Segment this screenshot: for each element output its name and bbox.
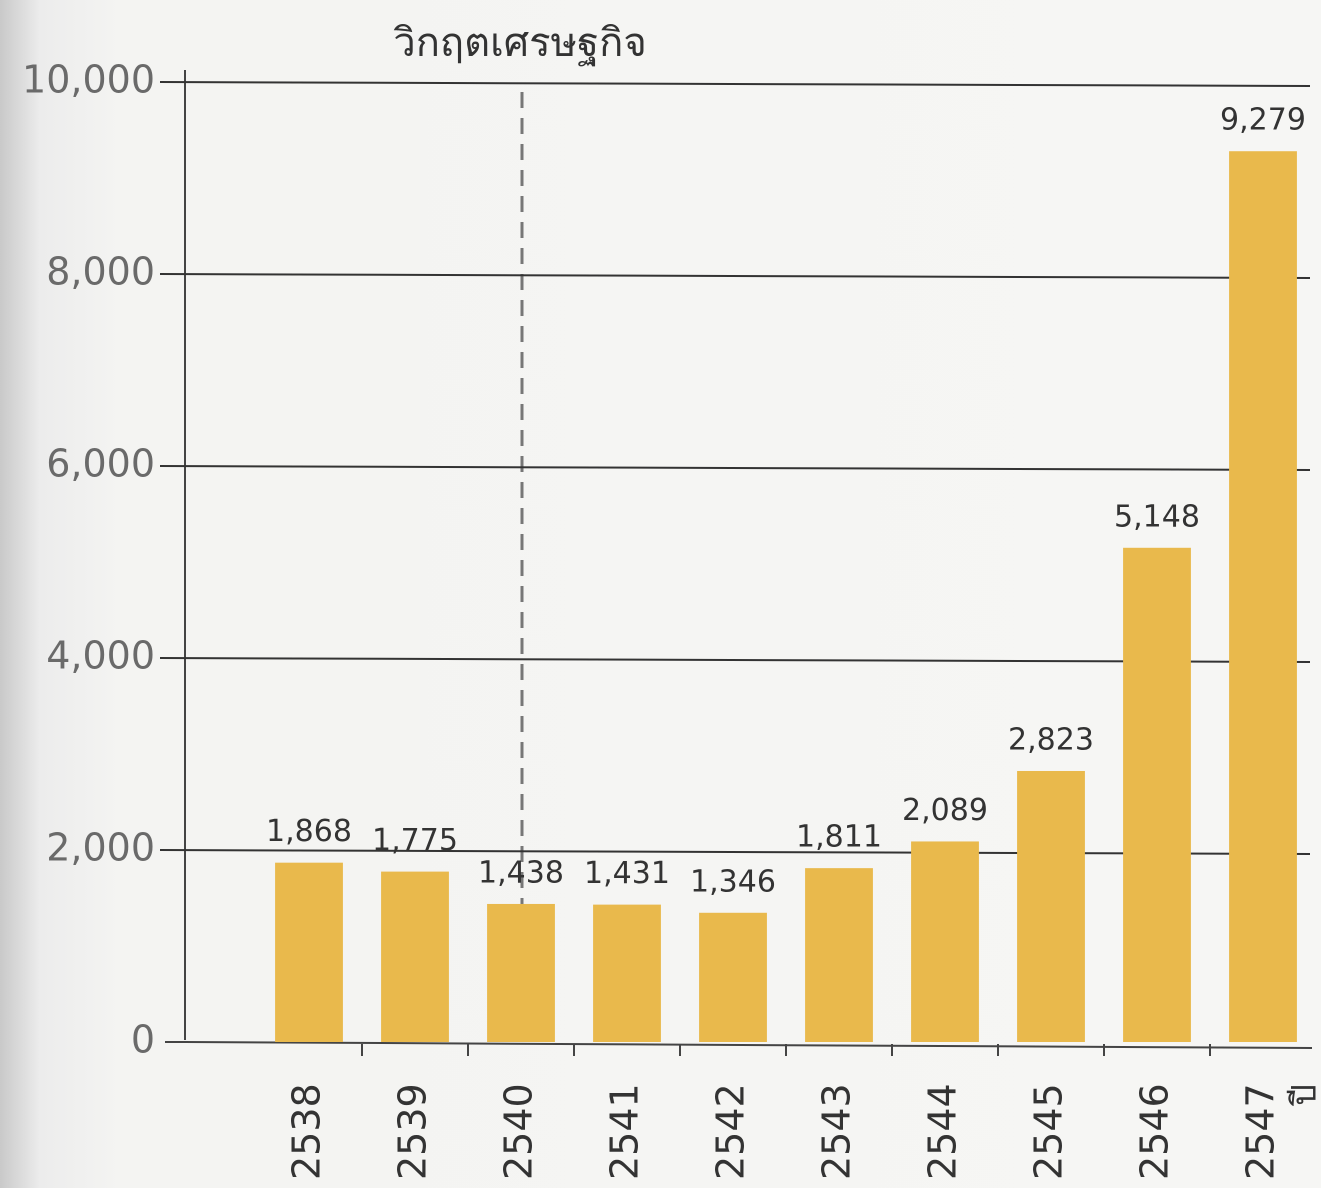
x-tick-label: 2538 xyxy=(285,1083,329,1180)
bar xyxy=(381,871,449,1042)
y-tick-label: 0 xyxy=(131,1018,155,1062)
value-label: 2,089 xyxy=(902,793,988,828)
x-tick-label: 2540 xyxy=(497,1083,541,1180)
bar xyxy=(1017,770,1085,1042)
annotation: วิกฤตเศรษฐกิจ xyxy=(393,20,647,67)
bar xyxy=(593,904,661,1042)
value-label: 1,868 xyxy=(266,814,352,849)
bar xyxy=(487,903,555,1042)
x-tick-label: 2541 xyxy=(603,1083,647,1180)
bar xyxy=(699,912,767,1042)
x-tick-label: 2539 xyxy=(391,1083,435,1180)
x-tick-label: 2546 xyxy=(1133,1083,1177,1180)
y-tick-label: 6,000 xyxy=(46,442,155,486)
value-label: 1,438 xyxy=(478,855,564,890)
value-label: 5,148 xyxy=(1114,499,1200,534)
bar xyxy=(805,868,873,1042)
x-tick-label: 2542 xyxy=(709,1083,753,1180)
x-axis-label: ปี xyxy=(1285,1084,1321,1106)
value-label: 1,811 xyxy=(796,820,882,855)
x-tick-label: 2543 xyxy=(815,1083,859,1180)
x-tick-label: 2544 xyxy=(921,1083,965,1180)
x-tick-label: 2547 xyxy=(1239,1083,1283,1180)
bar xyxy=(1123,547,1191,1042)
y-tick-label: 8,000 xyxy=(46,250,155,294)
y-tick-label: 2,000 xyxy=(46,826,155,870)
grid-line xyxy=(159,849,1311,855)
y-tick-label: 4,000 xyxy=(46,634,155,678)
grid-line xyxy=(159,465,1311,471)
grid-line xyxy=(159,273,1311,279)
x-tick-label: 2545 xyxy=(1027,1083,1071,1180)
grid-line xyxy=(159,657,1311,663)
bar xyxy=(911,841,979,1042)
value-label: 1,346 xyxy=(690,864,776,899)
bar xyxy=(1229,151,1297,1042)
y-tick-label: 10,000 xyxy=(22,58,155,102)
bar xyxy=(275,862,343,1042)
value-label: 2,823 xyxy=(1008,722,1094,757)
value-label: 1,775 xyxy=(372,823,458,858)
grid-line xyxy=(159,81,1311,87)
x-axis xyxy=(184,1041,1313,1049)
value-label: 1,431 xyxy=(584,856,670,891)
value-label: 9,279 xyxy=(1220,103,1306,138)
